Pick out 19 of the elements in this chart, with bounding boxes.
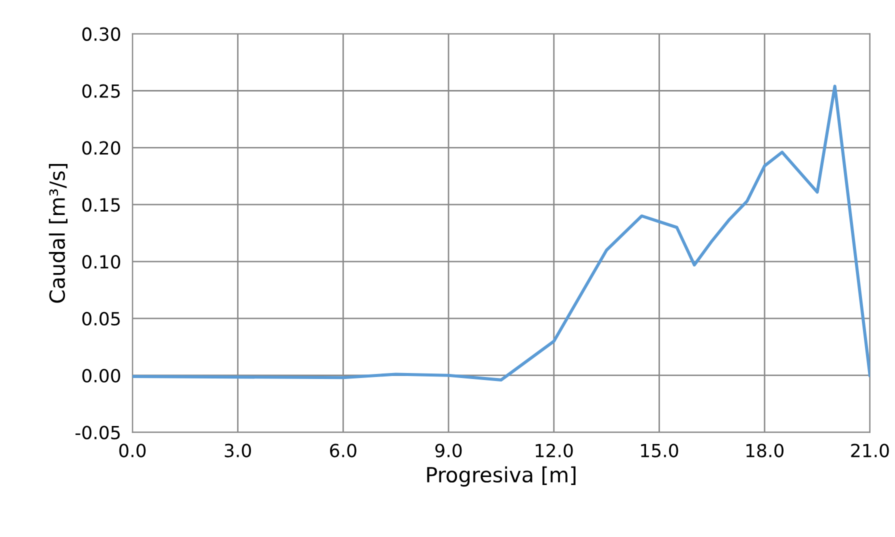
x-axis-title: Progresiva [m] xyxy=(427,466,576,487)
y-tick-label: 0.10 xyxy=(82,254,120,269)
x-tick-label: 15.0 xyxy=(641,444,678,458)
x-tick-label: 21.0 xyxy=(851,444,889,458)
y-tick-label: 0.05 xyxy=(82,312,120,326)
line-series xyxy=(132,84,870,382)
x-tick-label: 18.0 xyxy=(746,444,784,458)
x-tick-label: 6.0 xyxy=(330,444,356,458)
y-tick-label: 0.20 xyxy=(82,141,120,155)
y-tick-label: 0.00 xyxy=(82,368,120,382)
y-tick-label: 0.15 xyxy=(82,198,120,212)
y-axis-title: Caudal [m³/s] xyxy=(48,164,68,303)
y-tick-label: -0.05 xyxy=(76,426,120,440)
x-tick-label: 3.0 xyxy=(224,444,251,458)
x-tick-label: 12.0 xyxy=(536,444,573,458)
x-tick-label: 9.0 xyxy=(435,444,462,458)
x-tick-label: 0.0 xyxy=(119,444,146,458)
y-tick-label: 0.25 xyxy=(82,84,120,98)
y-tick-label: 0.30 xyxy=(82,27,120,41)
